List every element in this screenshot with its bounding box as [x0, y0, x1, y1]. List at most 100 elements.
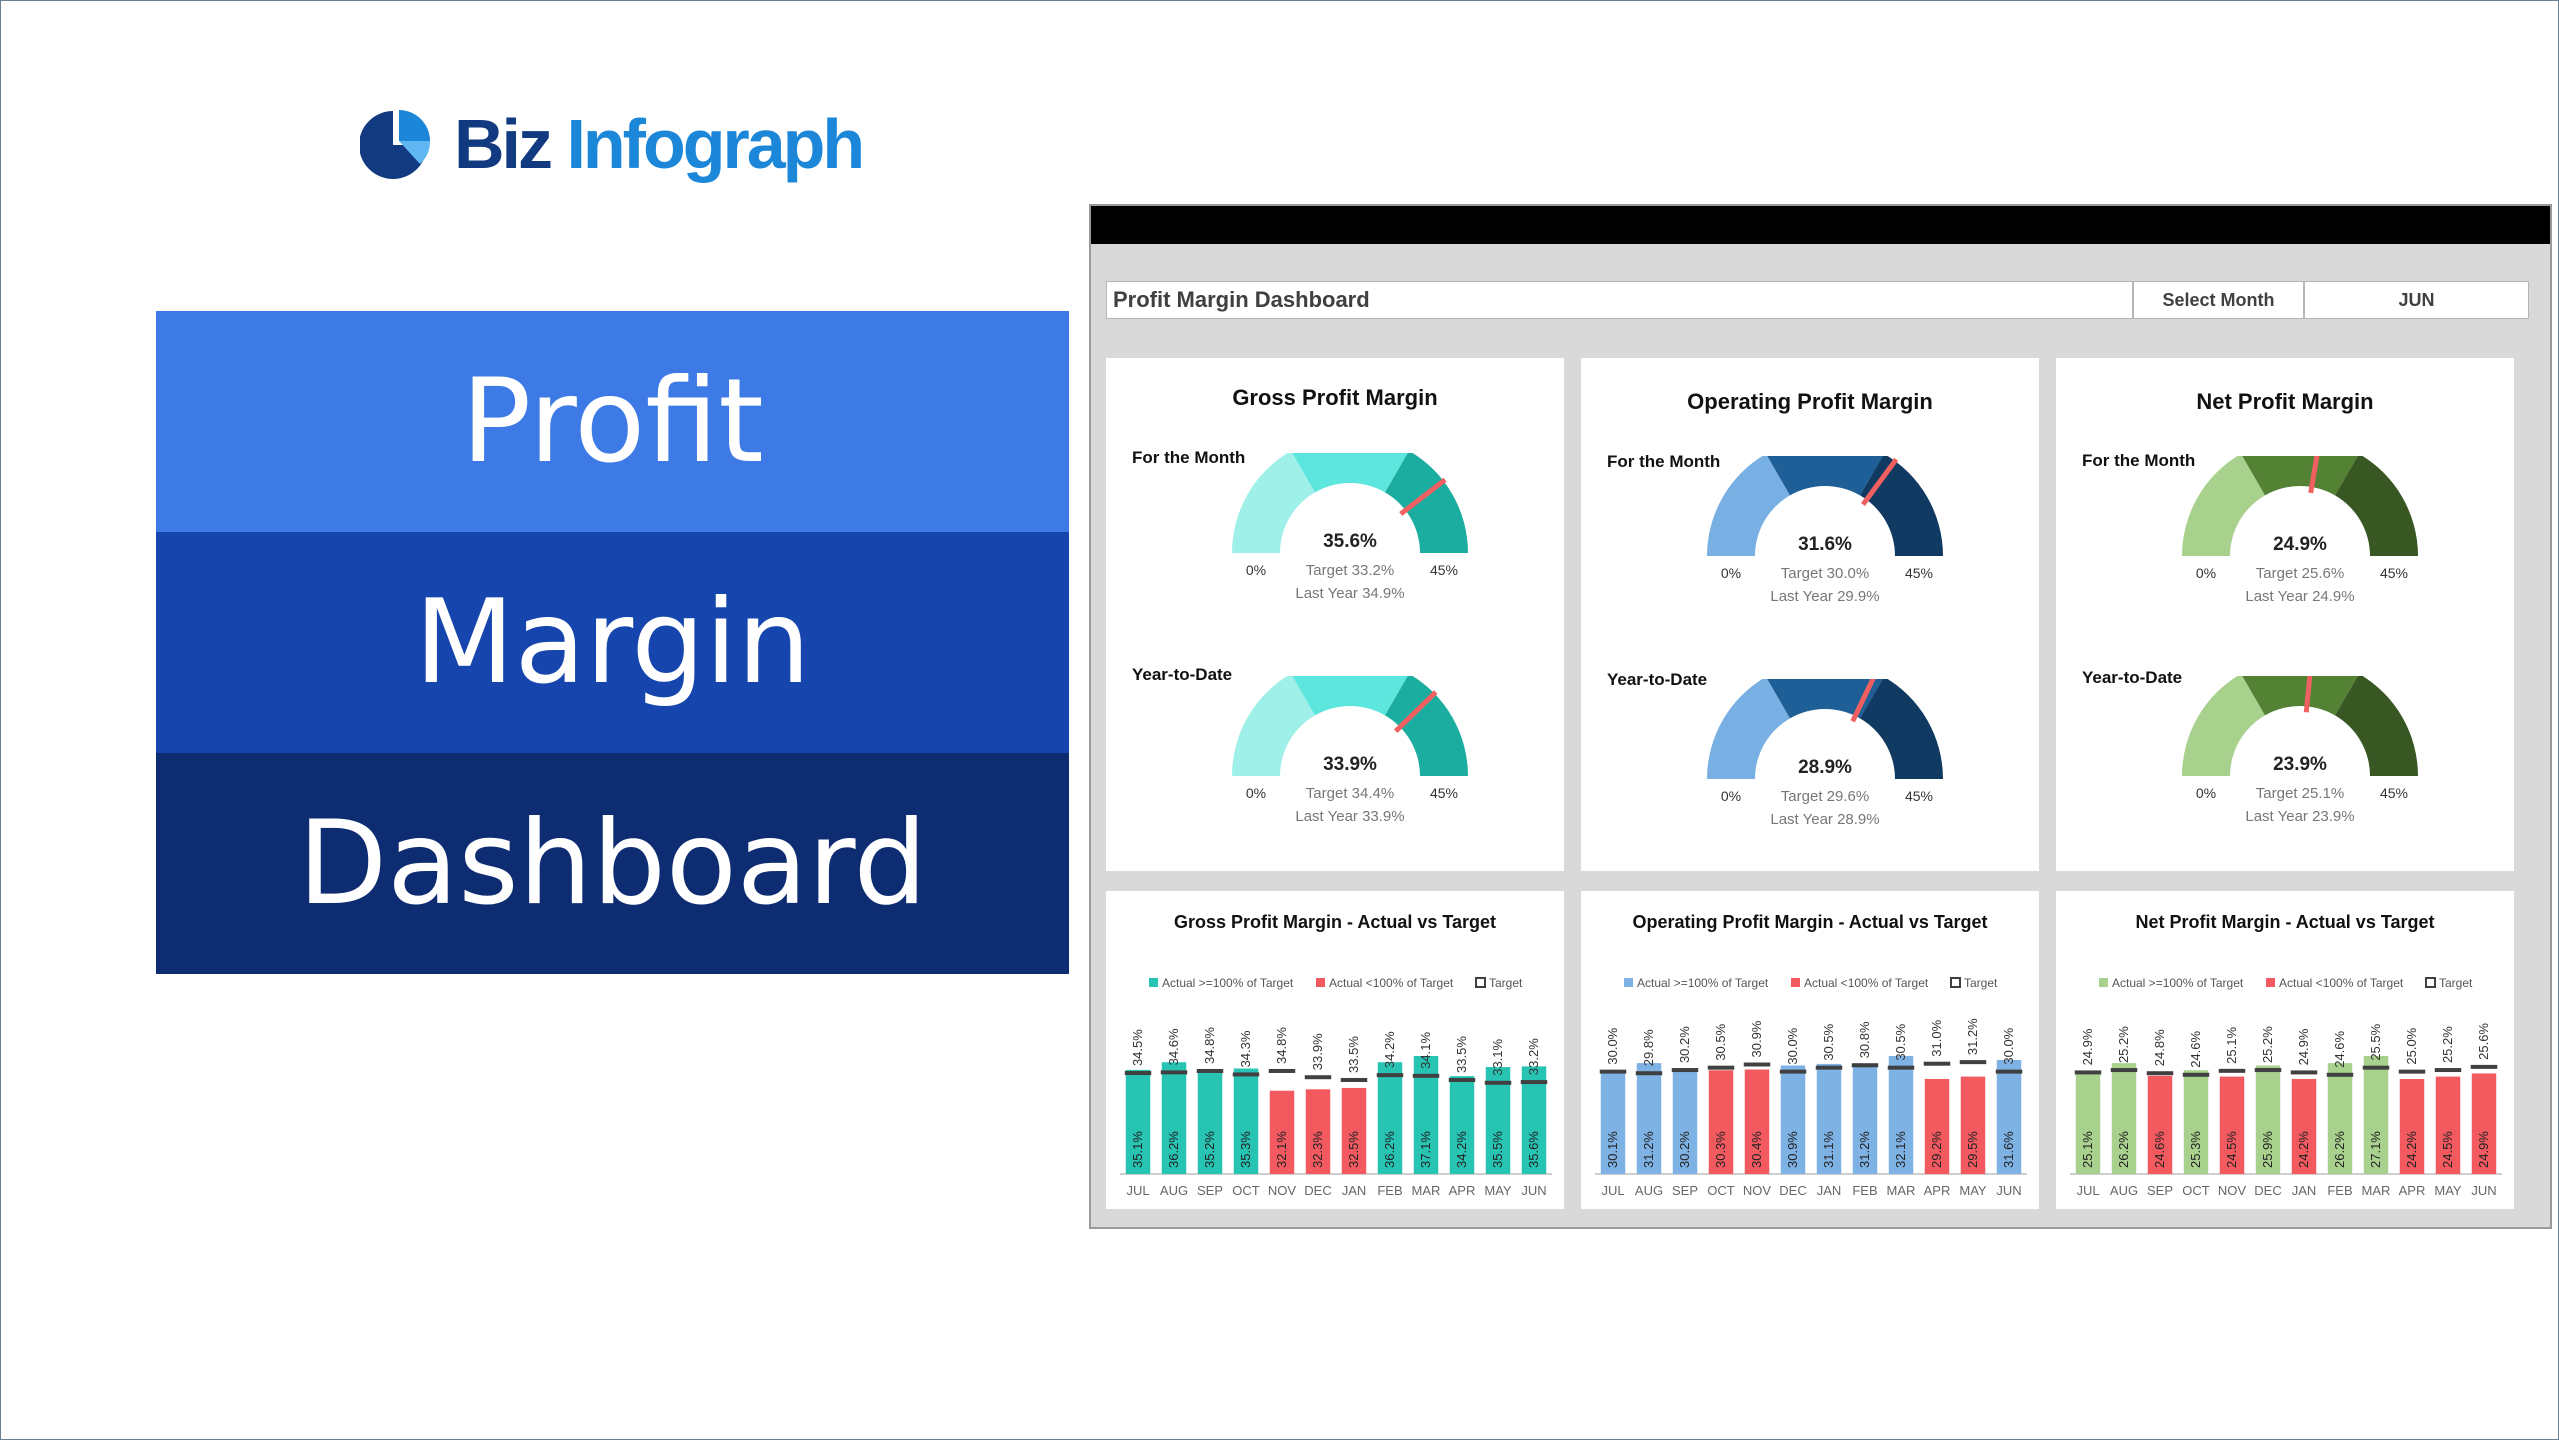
actual-data-label: 30.4%	[1749, 1131, 1764, 1168]
actual-data-label: 36.2%	[1382, 1131, 1397, 1168]
target-marker	[2362, 1065, 2390, 1070]
actual-data-label: 30.1%	[1605, 1131, 1620, 1168]
target-data-label: 30.5%	[1821, 1023, 1836, 1060]
target-data-label: 34.8%	[1202, 1027, 1217, 1064]
for-the-month-label: For the Month	[1132, 448, 1246, 467]
target-marker	[1376, 1073, 1404, 1078]
target-data-label: 34.6%	[1166, 1028, 1181, 1065]
bar-actual	[1852, 1063, 1878, 1174]
target-data-label: 30.9%	[1749, 1020, 1764, 1057]
title-band-1: Profit	[156, 311, 1069, 532]
chart-title: Gross Profit Margin - Actual vs Target	[1174, 912, 1496, 932]
bar-actual	[1377, 1062, 1403, 1174]
legend-swatch	[1149, 978, 1158, 987]
legend-swatch	[2425, 977, 2436, 988]
dashboard-screenshot: Profit Margin Dashboard Select Month JUN…	[1089, 204, 2552, 1229]
gauge-value: 33.9%	[1323, 754, 1377, 775]
actual-data-label: 32.5%	[1346, 1131, 1361, 1168]
gauge-needle	[1860, 457, 1899, 506]
x-tick-label: NOV	[1743, 1183, 1772, 1198]
month-gauge: 31.6% 0% 45% Target 30.0% Last Year 29.9%	[1707, 456, 1943, 605]
legend-swatch	[1316, 978, 1325, 987]
x-tick-label: NOV	[2218, 1183, 2247, 1198]
actual-data-label: 31.6%	[2001, 1131, 2016, 1168]
bar-actual	[2219, 1076, 2245, 1174]
bar-actual	[2147, 1075, 2173, 1174]
bar-actual	[1125, 1069, 1151, 1174]
actual-data-label: 29.5%	[1965, 1131, 1980, 1168]
bar-actual	[1636, 1063, 1662, 1174]
actual-data-label: 35.1%	[1130, 1131, 1145, 1168]
target-marker	[1520, 1080, 1548, 1085]
legend-label: Target	[1489, 976, 1523, 990]
x-tick-label: APR	[1449, 1183, 1476, 1198]
target-marker	[2146, 1071, 2174, 1076]
gauge-band	[2335, 456, 2418, 556]
bar-actual	[1197, 1069, 1223, 1174]
target-data-label: 34.5%	[1130, 1029, 1145, 1066]
x-tick-label: AUG	[1160, 1183, 1188, 1198]
gauge-last-year: Last Year 33.9%	[1295, 808, 1404, 825]
target-data-label: 25.2%	[2116, 1026, 2131, 1063]
gross-margin-chart-panel: Gross Profit Margin - Actual vs Target Ac…	[1106, 891, 1564, 1209]
legend-label: Target	[2439, 976, 2473, 990]
x-tick-label: MAY	[2434, 1183, 2462, 1198]
gauge-band	[2182, 676, 2265, 776]
target-data-label: 31.0%	[1929, 1019, 1944, 1056]
gauge-band	[2242, 456, 2358, 496]
gauge-needle	[2303, 676, 2313, 713]
bar-actual	[2255, 1065, 2281, 1174]
bar-actual	[1888, 1056, 1914, 1174]
pie-logo-icon	[360, 110, 431, 179]
gauge-max-label: 45%	[1905, 565, 1933, 581]
x-tick-label: SEP	[1197, 1183, 1223, 1198]
actual-data-label: 26.2%	[2332, 1131, 2347, 1168]
gauge-last-year: Last Year 24.9%	[2245, 588, 2354, 605]
target-marker	[1196, 1068, 1224, 1073]
legend-label: Actual <100% of Target	[1329, 976, 1454, 990]
target-data-label: 33.5%	[1346, 1036, 1361, 1073]
for-the-month-label: For the Month	[1607, 452, 1721, 471]
actual-data-label: 31.2%	[1641, 1131, 1656, 1168]
select-month-label: Select Month	[2133, 281, 2304, 319]
actual-data-label: 24.5%	[2224, 1131, 2239, 1168]
target-marker	[1923, 1061, 1951, 1066]
brand-name-part2: Infograph	[566, 105, 865, 183]
target-marker	[2434, 1068, 2462, 1073]
target-data-label: 25.2%	[2440, 1026, 2455, 1063]
operating-margin-gauge-panel: Operating Profit Margin For the Month 31…	[1581, 358, 2039, 871]
gauge-target: Target 25.6%	[2256, 565, 2344, 582]
actual-data-label: 30.3%	[1713, 1131, 1728, 1168]
legend-label: Actual <100% of Target	[2279, 976, 2404, 990]
x-tick-label: OCT	[2182, 1183, 2210, 1198]
ytd-gauge: 33.9% 0% 45% Target 34.4% Last Year 33.9%	[1232, 676, 1468, 825]
target-marker	[1268, 1068, 1296, 1073]
gauge-panel-title: Operating Profit Margin	[1687, 389, 1933, 414]
target-data-label: 30.0%	[2001, 1027, 2016, 1064]
target-marker	[1448, 1077, 1476, 1082]
target-data-label: 24.6%	[2332, 1030, 2347, 1067]
gauge-min-label: 0%	[2196, 565, 2216, 581]
actual-data-label: 30.2%	[1677, 1131, 1692, 1168]
x-tick-label: FEB	[2327, 1183, 2352, 1198]
target-data-label: 30.0%	[1605, 1027, 1620, 1064]
gauge-min-label: 0%	[1246, 562, 1266, 578]
x-tick-label: APR	[1924, 1183, 1951, 1198]
month-selector[interactable]: JUN	[2304, 281, 2529, 319]
bar-actual	[1816, 1063, 1842, 1174]
actual-data-label: 32.1%	[1274, 1131, 1289, 1168]
gauge-value: 35.6%	[1323, 531, 1377, 552]
actual-data-label: 25.1%	[2080, 1131, 2095, 1168]
x-tick-label: OCT	[1232, 1183, 1260, 1198]
target-data-label: 34.1%	[1418, 1032, 1433, 1069]
target-marker	[1887, 1065, 1915, 1070]
ytd-gauge: 28.9% 0% 45% Target 29.6% Last Year 28.9%	[1707, 679, 1943, 828]
target-marker	[1743, 1062, 1771, 1067]
target-data-label: 24.8%	[2152, 1029, 2167, 1066]
x-tick-label: JAN	[2292, 1183, 2317, 1198]
target-marker	[1851, 1063, 1879, 1068]
gauge-last-year: Last Year 23.9%	[2245, 808, 2354, 825]
actual-data-label: 26.2%	[2116, 1131, 2131, 1168]
legend-swatch	[1475, 977, 1486, 988]
bar-actual	[1672, 1071, 1698, 1174]
